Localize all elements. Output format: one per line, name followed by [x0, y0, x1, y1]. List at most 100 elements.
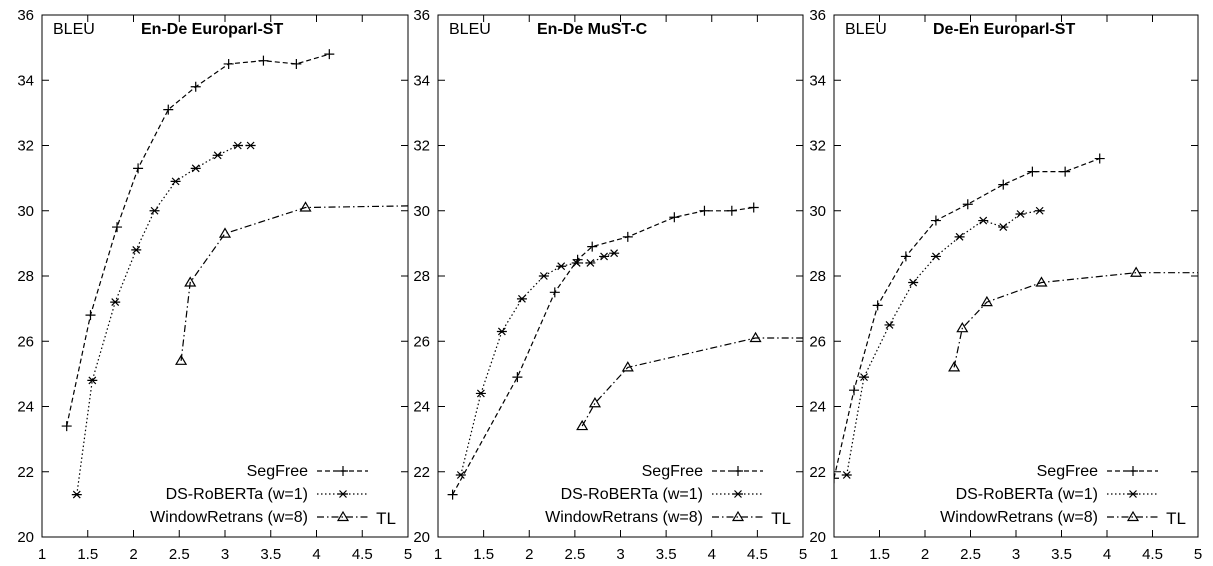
series-asterisk: [841, 206, 1045, 479]
x-tick-label: 1: [830, 546, 838, 563]
legend-label: DS-RoBERTa (w=1): [561, 486, 703, 503]
data-point: [978, 216, 989, 225]
data-point: [884, 321, 895, 329]
data-point: [585, 259, 596, 267]
data-point: [1130, 266, 1143, 277]
series-line: [66, 53, 330, 427]
x-axis-label: TL: [1166, 509, 1186, 528]
x-tick-label: 1.5: [77, 546, 98, 563]
data-point: [621, 361, 634, 372]
x-tick-label: 3: [616, 546, 624, 563]
legend-label: SegFree: [1037, 463, 1098, 480]
legend-entry: DS-RoBERTa (w=1): [956, 486, 1158, 503]
data-point: [447, 489, 458, 500]
y-tick-label: 28: [809, 268, 826, 285]
data-point: [223, 58, 234, 69]
x-tick-label: 5: [799, 546, 807, 563]
data-point: [998, 179, 1009, 190]
data-point: [1015, 210, 1026, 218]
x-tick-label: 4: [1103, 546, 1111, 563]
data-point: [496, 327, 507, 336]
legend-label: SegFree: [642, 463, 703, 480]
data-point: [163, 104, 174, 115]
data-point: [512, 372, 523, 383]
data-point: [538, 272, 549, 280]
data-point: [71, 490, 82, 499]
series-asterisk: [455, 249, 620, 479]
legend-entry: SegFree: [247, 463, 368, 480]
data-point: [954, 232, 965, 241]
y-axis-label: BLEU: [449, 21, 491, 38]
x-tick-label: 2.5: [564, 546, 585, 563]
y-tick-label: 34: [809, 72, 826, 89]
data-point: [291, 58, 302, 69]
data-point: [748, 202, 759, 213]
data-point: [1034, 206, 1045, 215]
y-tick-label: 24: [809, 399, 826, 416]
data-point: [299, 201, 312, 212]
x-tick-label: 4: [312, 546, 320, 563]
legend-marker: [733, 490, 743, 498]
legend-marker: [731, 510, 745, 522]
data-point: [948, 361, 961, 372]
legend-marker: [336, 510, 350, 522]
data-point: [872, 300, 883, 311]
legend-marker: [1128, 490, 1138, 498]
legend-entry: WindowRetrans (w=8): [545, 509, 763, 526]
data-point: [324, 49, 335, 60]
y-tick-label: 32: [413, 138, 430, 155]
data-point: [849, 385, 860, 396]
data-point: [834, 473, 839, 484]
series-line: [76, 144, 251, 495]
x-tick-label: 4.5: [1142, 546, 1163, 563]
panel-title: En-De MuST-C: [537, 21, 648, 38]
y-tick-label: 26: [809, 333, 826, 350]
y-tick-label: 30: [17, 203, 34, 220]
series-line: [180, 205, 408, 361]
legend-entry: SegFree: [642, 463, 763, 480]
panel-3: 20 22 24 26 28 30 32 34 36 1 1.5 2 2.5 3 3.5 4 4.5 5 BLEU D…: [809, 7, 1202, 563]
data-point: [998, 223, 1009, 231]
legend-label: SegFree: [247, 463, 308, 480]
series-triangle: [576, 331, 803, 431]
data-point: [455, 471, 466, 479]
legend-label: WindowRetrans (w=8): [545, 509, 703, 526]
legend-label: DS-RoBERTa (w=1): [956, 486, 1098, 503]
y-tick-label: 22: [413, 464, 430, 481]
data-point: [1060, 166, 1071, 177]
x-axis-label: TL: [771, 509, 791, 528]
x-axis-label: TL: [376, 509, 396, 528]
x-tick-label: 4: [708, 546, 716, 563]
legend-label: WindowRetrans (w=8): [150, 509, 308, 526]
series-line: [953, 272, 1198, 368]
data-point: [699, 205, 710, 216]
data-point: [131, 245, 142, 254]
data-point: [133, 163, 144, 174]
data-point: [184, 276, 197, 287]
plot-frame: [41, 14, 409, 538]
legend-marker: [1128, 466, 1138, 476]
data-point: [622, 231, 633, 242]
plot-frame: [833, 14, 1199, 538]
data-point: [516, 294, 527, 303]
data-point: [956, 322, 969, 333]
data-point: [980, 295, 993, 307]
y-tick-label: 34: [413, 72, 430, 89]
x-tick-label: 1.5: [869, 546, 890, 563]
data-point: [930, 252, 941, 261]
y-tick-label: 20: [809, 529, 826, 546]
y-tick-label: 24: [413, 399, 430, 416]
panel-1: 20 22 24 26 28 30 32 34 36 1 1.5 2 2.5 3 3.5 4 4.5 5 BLEU E…: [17, 7, 412, 563]
legend-entry: SegFree: [1037, 463, 1158, 480]
data-point: [749, 331, 762, 343]
data-point: [190, 164, 201, 173]
data-point: [859, 373, 870, 382]
legend-label: DS-RoBERTa (w=1): [166, 486, 308, 503]
x-tick-label: 1: [38, 546, 46, 563]
data-point: [85, 310, 96, 321]
data-point: [908, 278, 919, 287]
x-tick-label: 5: [1194, 546, 1202, 563]
x-tick-label: 3.5: [260, 546, 281, 563]
data-point: [175, 354, 188, 365]
